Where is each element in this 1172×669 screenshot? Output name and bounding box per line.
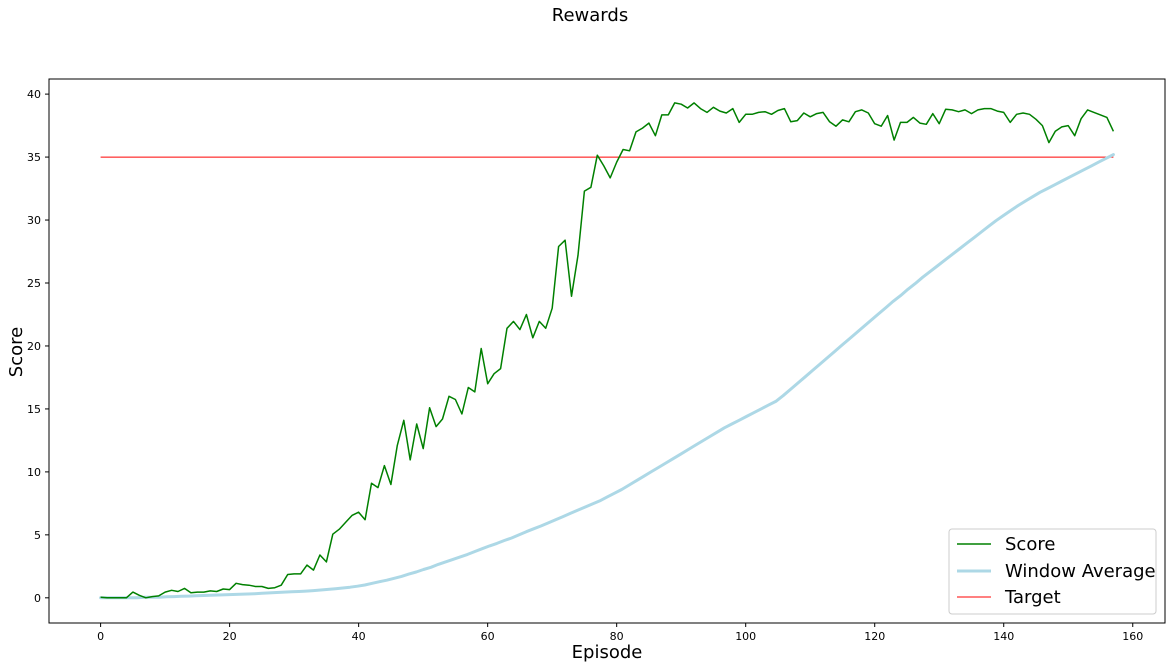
legend: Score Window Average Target <box>948 528 1157 615</box>
legend-label-target: Target <box>1004 587 1061 608</box>
y-tick-label: 35 <box>27 151 41 164</box>
x-axis-label: Episode <box>572 642 643 663</box>
y-axis: 0 5 10 15 20 25 30 35 40 <box>27 88 49 605</box>
legend-label-window-average: Window Average <box>1005 561 1156 582</box>
x-tick-label: 0 <box>97 630 104 643</box>
y-tick-label: 30 <box>27 214 41 227</box>
series-lines <box>99 102 1115 600</box>
y-tick-label: 15 <box>27 403 41 416</box>
x-tick-label: 60 <box>481 630 495 643</box>
y-tick-label: 5 <box>34 529 41 542</box>
x-tick-label: 100 <box>735 630 756 643</box>
y-tick-label: 20 <box>27 340 41 353</box>
y-tick-label: 10 <box>27 466 41 479</box>
y-tick-label: 25 <box>27 277 41 290</box>
series-line-score <box>100 102 1115 599</box>
x-tick-label: 140 <box>993 630 1014 643</box>
x-tick-label: 120 <box>864 630 885 643</box>
x-tick-label: 80 <box>610 630 624 643</box>
chart-title: Rewards <box>552 5 628 26</box>
series-line-window-average <box>99 153 1115 600</box>
x-tick-label: 40 <box>352 630 366 643</box>
y-axis-label: Score <box>6 327 27 377</box>
x-axis: 0 20 40 60 80 100 120 140 160 <box>97 623 1143 643</box>
x-tick-label: 160 <box>1122 630 1143 643</box>
plot-frame <box>48 78 1166 624</box>
legend-label-score: Score <box>1005 534 1055 555</box>
legend-box <box>948 528 1157 615</box>
y-tick-label: 0 <box>34 592 41 605</box>
x-tick-label: 20 <box>223 630 237 643</box>
y-tick-label: 40 <box>27 88 41 101</box>
